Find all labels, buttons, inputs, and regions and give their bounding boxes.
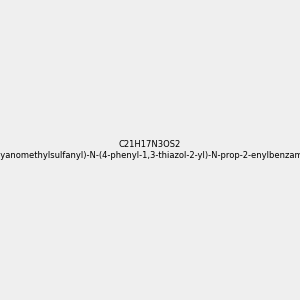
Text: C21H17N3OS2
3-(cyanomethylsulfanyl)-N-(4-phenyl-1,3-thiazol-2-yl)-N-prop-2-enylb: C21H17N3OS2 3-(cyanomethylsulfanyl)-N-(4… [0,140,300,160]
